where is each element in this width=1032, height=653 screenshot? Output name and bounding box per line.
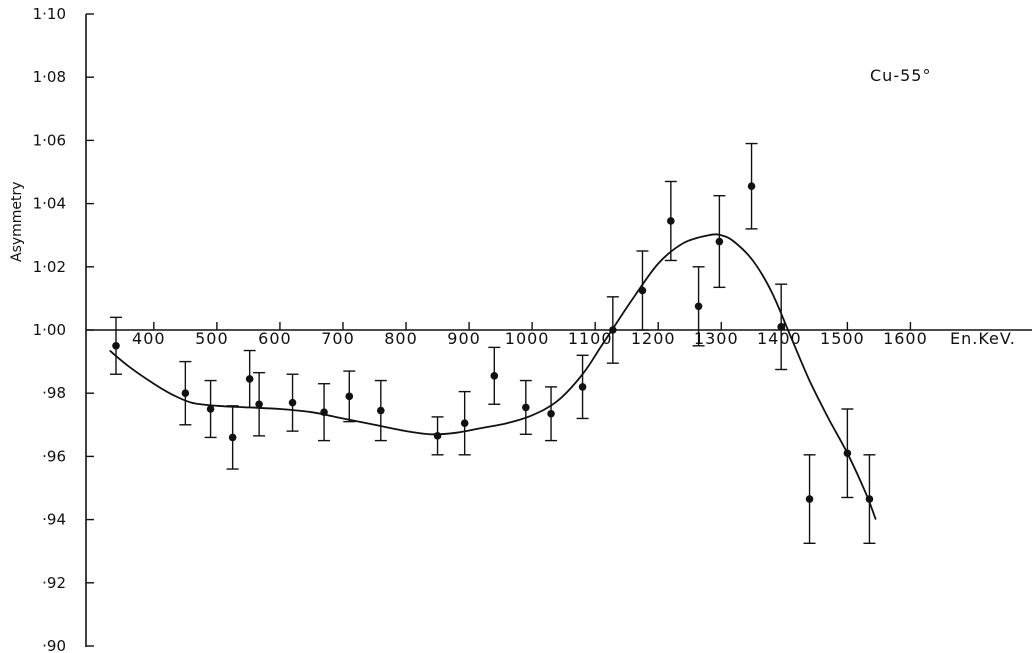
point-marker <box>228 433 237 442</box>
point-marker <box>255 400 263 409</box>
x-tick-label: 1200 <box>631 329 676 348</box>
data-point <box>204 379 217 439</box>
point-marker <box>288 398 297 407</box>
data-point <box>545 386 558 442</box>
data-point <box>775 283 788 371</box>
point-marker <box>320 408 328 416</box>
point-marker <box>638 286 647 295</box>
data-point <box>664 180 677 262</box>
data-point <box>110 316 122 375</box>
data-point <box>636 250 649 331</box>
y-tick-label: ·92 <box>42 574 66 592</box>
data-point <box>713 194 726 289</box>
y-tick-label: 1·08 <box>33 68 66 86</box>
x-tick-label: 900 <box>447 329 481 348</box>
data-point <box>179 360 192 426</box>
x-axis-ticks: 400 500 600 700 800 900 1000 1100 1200 1300 1400 15… <box>132 322 928 348</box>
y-tick-label: 1·06 <box>33 131 66 149</box>
data-point <box>253 371 266 437</box>
data-point <box>745 142 758 230</box>
x-tick-label: 1000 <box>505 329 550 348</box>
x-tick-label: 800 <box>384 329 418 348</box>
y-tick-label: ·90 <box>42 637 66 653</box>
x-axis-label: En.KeV. <box>950 329 1016 348</box>
point-marker <box>460 419 469 428</box>
point-marker <box>522 403 530 412</box>
data-point <box>226 405 239 470</box>
point-marker <box>181 389 190 398</box>
point-marker <box>490 372 499 380</box>
point-marker <box>206 405 215 413</box>
point-marker <box>843 449 852 458</box>
point-marker <box>805 495 814 503</box>
x-tick-label: 1500 <box>820 329 865 348</box>
point-marker <box>865 495 874 503</box>
x-tick-label: 500 <box>195 329 229 348</box>
y-tick-label: ·98 <box>42 384 66 402</box>
point-marker <box>377 406 385 415</box>
x-tick-label: 1600 <box>883 329 928 348</box>
point-marker <box>777 323 785 331</box>
x-tick-label: 700 <box>321 329 355 348</box>
y-tick-label: 1·02 <box>33 258 66 276</box>
data-point <box>488 346 501 405</box>
data-point <box>343 370 356 423</box>
point-marker <box>715 237 724 246</box>
point-marker <box>433 432 442 440</box>
data-point <box>841 408 854 499</box>
y-tick-label: 1·10 <box>33 5 66 23</box>
y-axis-label: Asymmetry <box>9 181 25 262</box>
x-tick-label: 400 <box>132 329 166 348</box>
data-point <box>431 416 444 456</box>
data-point <box>243 349 256 409</box>
point-marker <box>667 217 675 225</box>
y-tick-label: 1·04 <box>33 195 66 213</box>
data-point <box>286 373 299 432</box>
chart-annotation: Cu-55° <box>870 66 931 85</box>
x-tick-label: 1300 <box>694 329 739 348</box>
y-axis-ticks: 1·10 1·08 1·06 1·04 1·02 1·00 ·98 ·96 ·94 ·92 ·90 <box>33 5 94 653</box>
x-tick-label: 1100 <box>568 329 613 348</box>
point-marker <box>345 392 354 401</box>
point-marker <box>609 326 617 334</box>
data-point <box>374 379 387 442</box>
data-point <box>606 296 619 364</box>
data-point <box>318 383 331 442</box>
point-marker <box>245 375 254 383</box>
data-point <box>692 266 705 347</box>
data-point <box>576 354 589 420</box>
x-tick-label: 600 <box>258 329 292 348</box>
y-tick-label: 1·00 <box>33 321 66 339</box>
data-point <box>458 390 471 456</box>
y-tick-label: ·96 <box>42 447 66 465</box>
point-marker <box>694 302 703 311</box>
point-marker <box>578 383 587 391</box>
data-point <box>863 454 876 544</box>
data-points <box>110 142 876 544</box>
y-tick-label: ·94 <box>42 511 66 529</box>
fit-curve <box>109 233 877 520</box>
point-marker <box>112 342 120 350</box>
point-marker <box>747 182 756 191</box>
point-marker <box>547 409 555 418</box>
data-point <box>519 379 532 435</box>
data-point <box>803 454 816 544</box>
